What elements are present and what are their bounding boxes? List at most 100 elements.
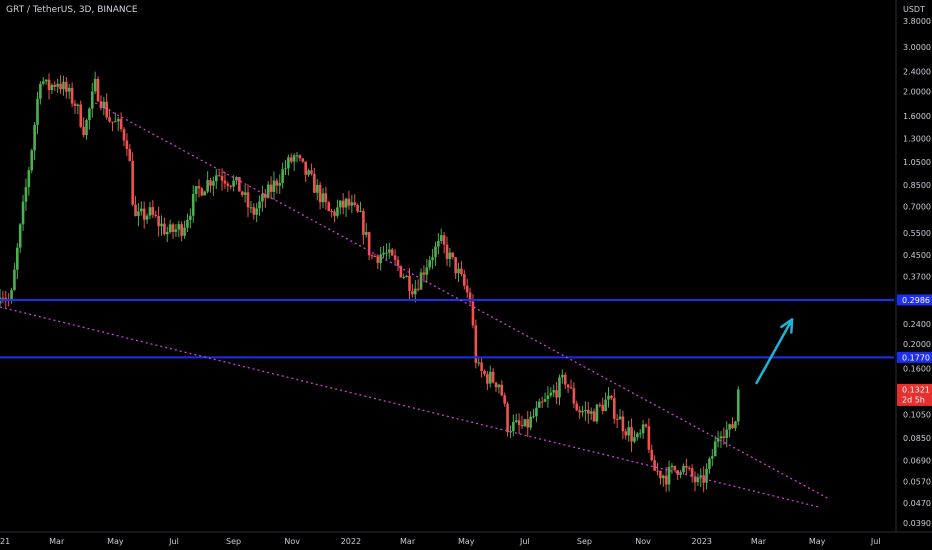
candle-body bbox=[584, 409, 587, 412]
candle-body bbox=[249, 207, 253, 209]
candle-body bbox=[578, 410, 581, 413]
price-tick-label: 0.7000 bbox=[903, 203, 931, 212]
candle-body bbox=[318, 184, 322, 203]
candle-body bbox=[338, 200, 342, 208]
candle-body bbox=[471, 301, 475, 326]
candle-body bbox=[90, 91, 94, 109]
candle-body bbox=[494, 382, 498, 388]
candle-body bbox=[711, 456, 714, 459]
candle-body bbox=[122, 129, 126, 141]
time-tick-label: Nov bbox=[284, 537, 300, 546]
time-tick-label: 2022 bbox=[341, 537, 361, 546]
candle-body bbox=[278, 183, 282, 186]
candle-body bbox=[232, 180, 235, 187]
candle-body bbox=[33, 124, 36, 151]
candle-body bbox=[264, 193, 267, 198]
price-tick-label: 0.5500 bbox=[903, 229, 931, 238]
candle-body bbox=[376, 256, 380, 263]
price-tick-label: 0.0850 bbox=[903, 434, 931, 443]
candle-body bbox=[137, 211, 140, 217]
candle-body bbox=[1, 297, 5, 299]
candle-body bbox=[272, 180, 276, 192]
candle-body bbox=[174, 229, 178, 232]
candle-body bbox=[428, 260, 431, 268]
candle-body bbox=[555, 390, 558, 398]
candle-body bbox=[736, 389, 740, 422]
candle-body bbox=[214, 175, 218, 182]
candle-body bbox=[70, 87, 74, 104]
candle-body bbox=[373, 256, 377, 258]
candle-body bbox=[725, 429, 729, 438]
candle-body bbox=[716, 438, 720, 442]
candle-body bbox=[85, 120, 88, 136]
candle-body bbox=[676, 470, 680, 475]
candle-body bbox=[266, 184, 270, 198]
candle-body bbox=[699, 475, 703, 478]
candle-body bbox=[670, 465, 674, 468]
candle-body bbox=[656, 470, 659, 472]
candle-body bbox=[644, 424, 648, 427]
projection-arrow-head bbox=[780, 318, 794, 334]
candle-body bbox=[200, 188, 204, 196]
candle-body bbox=[540, 401, 544, 403]
price-tick-label: 1.0500 bbox=[903, 158, 931, 167]
candle-body bbox=[287, 157, 290, 169]
price-axis[interactable]: 3.8000 3.0000 2.4000 2.0000 1.6000 1.3000 1.05… bbox=[903, 17, 931, 528]
candle-body bbox=[448, 252, 452, 260]
candle-body bbox=[252, 207, 256, 215]
candle-body bbox=[667, 467, 671, 485]
candle-body bbox=[664, 475, 668, 485]
candle-body bbox=[411, 291, 414, 295]
candle-body bbox=[21, 201, 25, 225]
candle-body bbox=[682, 465, 685, 473]
candle-body bbox=[650, 449, 654, 461]
candle-body bbox=[399, 266, 403, 278]
candle-body bbox=[442, 235, 446, 245]
candle-body bbox=[116, 118, 120, 122]
candle-body bbox=[382, 252, 385, 255]
candle-body bbox=[258, 201, 261, 209]
candle-body bbox=[30, 150, 34, 171]
candle-body bbox=[474, 325, 478, 363]
candle-body bbox=[549, 392, 553, 396]
candle-body bbox=[636, 433, 639, 438]
candle-body bbox=[298, 155, 302, 159]
candle-body bbox=[659, 470, 662, 479]
candle-body bbox=[722, 436, 726, 438]
candle-body bbox=[145, 215, 149, 220]
candle-body bbox=[102, 101, 106, 109]
candle-body bbox=[284, 168, 287, 170]
candle-body bbox=[388, 249, 391, 253]
candle-body bbox=[73, 103, 77, 106]
candle-body bbox=[468, 292, 472, 302]
candle-body bbox=[315, 184, 319, 193]
level-badge-upper: 0.2986 bbox=[897, 294, 932, 306]
candle-body bbox=[65, 81, 68, 92]
candle-body bbox=[41, 81, 45, 84]
candle-body bbox=[434, 246, 437, 258]
candle-body bbox=[500, 384, 504, 396]
price-tick-label: 0.3700 bbox=[903, 272, 931, 281]
candle-body bbox=[537, 401, 541, 408]
candle-body bbox=[99, 101, 103, 109]
candle-body bbox=[350, 202, 354, 206]
drawings-layer bbox=[0, 102, 894, 509]
candle-body bbox=[160, 223, 163, 227]
candle-body bbox=[491, 371, 495, 383]
last-price-badge: 0.1321 2d 5h bbox=[897, 383, 932, 406]
candle-body bbox=[114, 121, 117, 123]
candle-body bbox=[10, 290, 13, 300]
candle-body bbox=[62, 81, 65, 90]
candle-body bbox=[186, 220, 189, 228]
time-axis[interactable]: 2021 Mar May Jul Sep Nov 2022 Mar May Jul Sep Nov 20… bbox=[0, 537, 881, 546]
candle-body bbox=[379, 254, 382, 263]
candle-body bbox=[206, 180, 209, 192]
candle-body bbox=[546, 395, 550, 400]
candle-body bbox=[581, 411, 584, 413]
svg-text:0.2986: 0.2986 bbox=[902, 296, 930, 305]
candle-body bbox=[307, 170, 310, 175]
time-tick-label: 2021 bbox=[0, 537, 10, 546]
candle-body bbox=[128, 148, 132, 162]
candle-body bbox=[275, 180, 279, 186]
